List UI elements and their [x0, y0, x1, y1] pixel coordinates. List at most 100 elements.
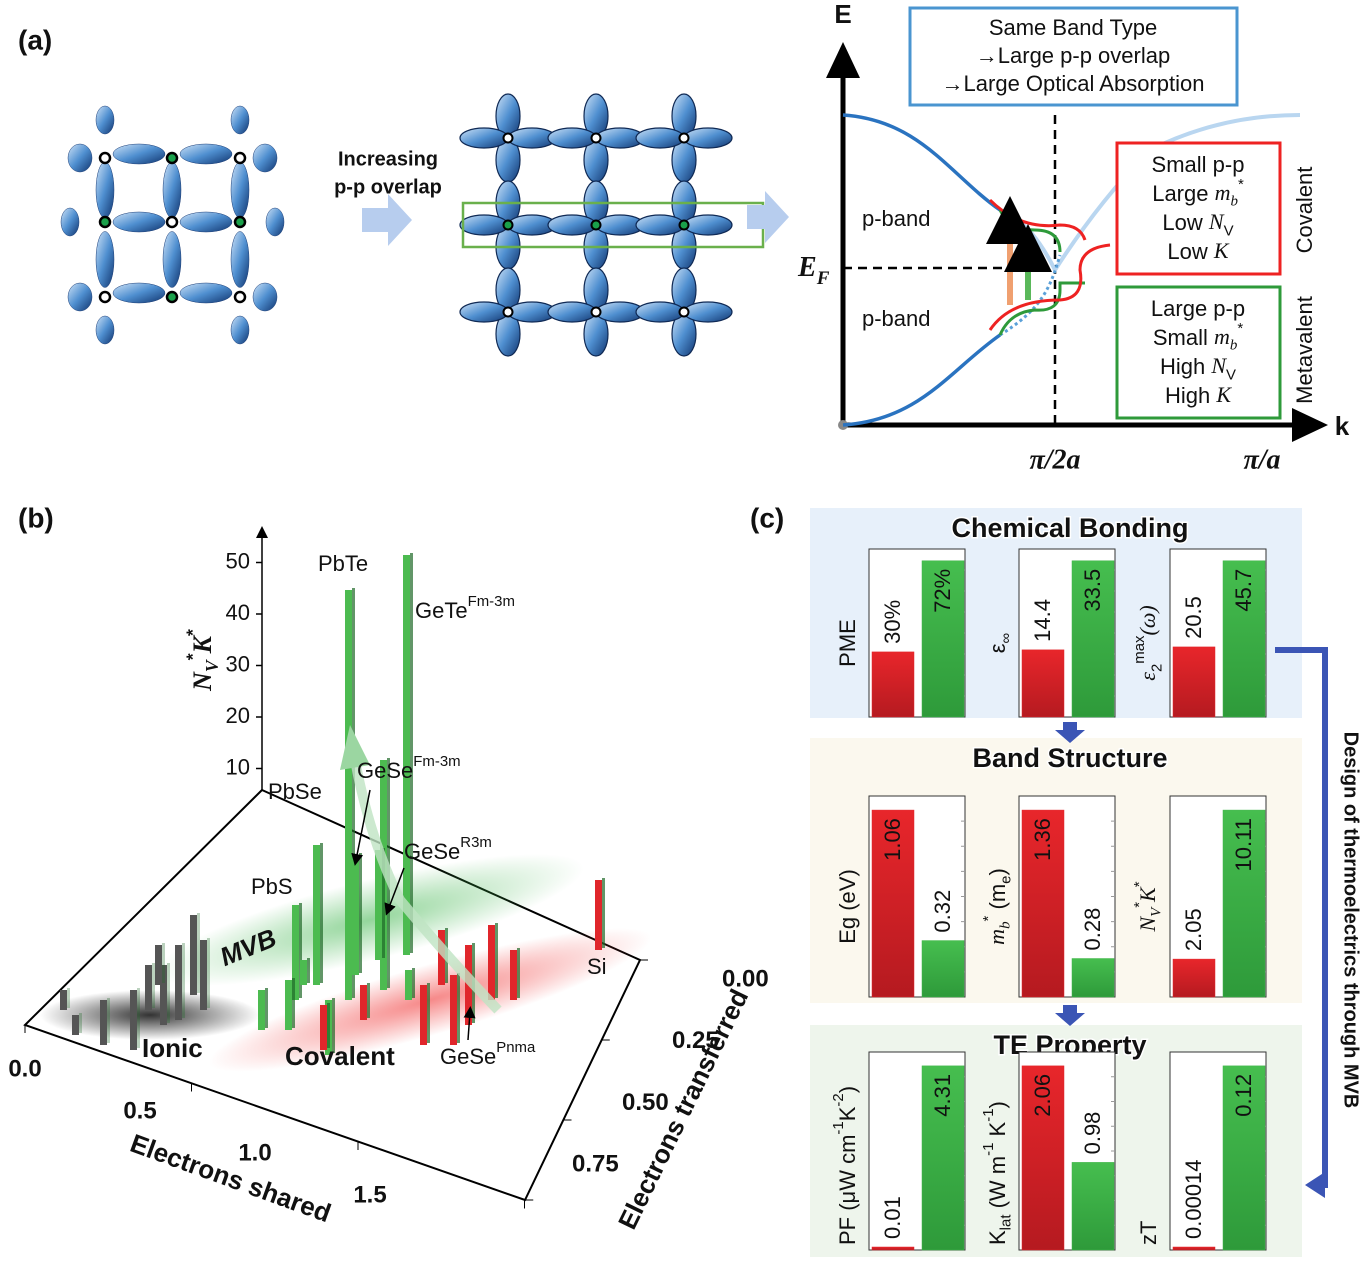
- band: [842, 113, 1002, 212]
- tick-label: 0.75: [572, 1151, 619, 1178]
- atom: [590, 132, 602, 144]
- value-label: 0.98: [1080, 1112, 1105, 1155]
- text-part: b: [1230, 194, 1238, 210]
- orbital: [252, 282, 278, 312]
- bar-3d: [510, 950, 517, 1000]
- text-part: (m: [985, 884, 1010, 916]
- axis-title: NV*K*: [182, 629, 222, 692]
- trend-arrow: [350, 759, 502, 1014]
- arrow-label: Increasing: [338, 148, 438, 170]
- info-text: Large p-p: [1151, 296, 1245, 321]
- text-part: *: [182, 653, 202, 660]
- arrow: [362, 194, 412, 246]
- bar-3d-side: [382, 848, 385, 958]
- bar-3d-side: [352, 588, 355, 998]
- bar-3d: [155, 945, 162, 985]
- side-text: Design of thermoelectrics through MVB: [1340, 732, 1362, 1109]
- bar-3d-side: [327, 1003, 330, 1048]
- atom: [165, 290, 179, 304]
- text-part: Pnma: [496, 1039, 536, 1056]
- bar-3d: [130, 990, 137, 1050]
- orbital: [67, 143, 93, 173]
- bar-3d-side: [197, 913, 200, 993]
- text-part: -2: [830, 1093, 847, 1106]
- atom: [233, 151, 247, 165]
- band-label: p-band: [862, 206, 931, 231]
- down-arrow: [1055, 1005, 1085, 1026]
- bar-3d-side: [320, 843, 323, 983]
- info-box: [1115, 285, 1282, 420]
- panel-label: (c): [750, 502, 784, 533]
- value-label: 45.7: [1231, 569, 1256, 612]
- material-label: GeSeFm-3m: [357, 753, 461, 783]
- arrowhead: [1305, 1172, 1325, 1198]
- value-label: 20.5: [1181, 596, 1206, 639]
- info-text: High K: [1165, 382, 1232, 408]
- info-text: →Large p-p overlap: [976, 43, 1170, 68]
- text-part: zT: [1136, 1221, 1161, 1245]
- bar: [1021, 649, 1065, 718]
- bar-3d-side: [107, 998, 110, 1043]
- bar-3d-side: [299, 903, 302, 998]
- value-label: 72%: [930, 569, 955, 613]
- tick-label: 1.0: [238, 1139, 271, 1166]
- text-part: PbTe: [318, 551, 368, 576]
- value-label: 1.36: [1030, 818, 1055, 861]
- material-label: GeSeR3m: [404, 834, 492, 864]
- text-part: PbS: [251, 874, 293, 899]
- bar-3d-side: [457, 973, 460, 1043]
- bar: [1172, 958, 1216, 998]
- bar-3d: [60, 990, 67, 1010]
- arrowhead: [826, 42, 860, 78]
- band: [842, 333, 1002, 427]
- orbital: [60, 207, 80, 237]
- tick-label: π/2a: [1029, 444, 1080, 475]
- arrow-label: p-p overlap: [334, 176, 442, 198]
- atom: [233, 290, 247, 304]
- text-part: V: [202, 659, 222, 672]
- text-part: K: [1215, 382, 1232, 407]
- text-part: Eg (eV): [835, 869, 860, 944]
- info-text: High NV: [1160, 353, 1236, 384]
- bar: [921, 940, 965, 998]
- orbital: [95, 161, 115, 219]
- value-label: 0.32: [930, 890, 955, 933]
- atom: [678, 306, 690, 318]
- text-part: Low: [1167, 239, 1213, 264]
- category-label: Covalent: [1292, 167, 1317, 254]
- bar-3d: [313, 845, 320, 985]
- bar-3d-side: [495, 923, 498, 998]
- text-part: GeTe: [415, 598, 468, 623]
- section-title: Band Structure: [972, 743, 1167, 773]
- bar: [1222, 809, 1266, 998]
- bar: [921, 560, 965, 718]
- tick-label: 0.50: [622, 1089, 669, 1116]
- text-part: K: [985, 1121, 1010, 1142]
- bar-3d: [145, 965, 152, 1010]
- text-part: *: [1237, 320, 1243, 337]
- atom: [590, 219, 602, 231]
- text-part: Small: [1153, 325, 1214, 350]
- tick-label: 40: [226, 600, 250, 625]
- bar-3d-side: [307, 958, 310, 983]
- tick-label: π/a: [1243, 444, 1280, 475]
- orbital: [683, 127, 733, 149]
- info-text: Small p-p: [1152, 152, 1245, 177]
- bar: [871, 651, 915, 718]
- bar-3d: [300, 960, 307, 985]
- atom: [502, 132, 514, 144]
- bar: [1071, 1162, 1115, 1251]
- text-part: V: [1149, 906, 1165, 917]
- pointer: [384, 867, 405, 916]
- orbital: [112, 211, 166, 233]
- atom: [233, 215, 247, 229]
- bar: [1172, 1246, 1216, 1251]
- axis-label: k: [1335, 411, 1350, 441]
- text-part: N: [1135, 916, 1160, 933]
- atom: [98, 290, 112, 304]
- bar-3d: [160, 965, 167, 1025]
- orbital: [95, 231, 115, 288]
- bar-3d: [488, 925, 495, 1000]
- orbital: [635, 301, 685, 323]
- bar-3d: [420, 985, 427, 1045]
